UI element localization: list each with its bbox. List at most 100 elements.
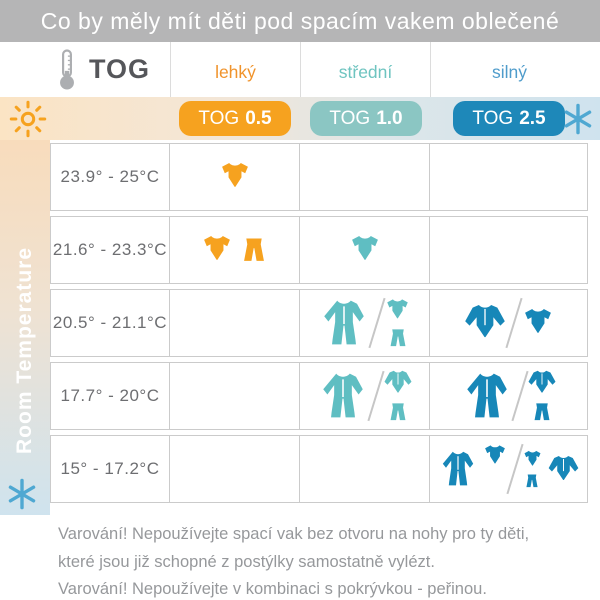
or-divider xyxy=(505,443,524,495)
outfit-option xyxy=(383,368,413,424)
longsleeve-icon xyxy=(384,370,411,393)
bodysuit-icon xyxy=(387,298,408,318)
longsleeve-icon xyxy=(464,304,505,338)
table-row: 21.6° - 23.3°C xyxy=(50,216,588,284)
table-cell-lehky xyxy=(169,435,300,503)
column-label: silný xyxy=(491,62,527,82)
outfit-option xyxy=(527,368,557,424)
page-title: Co by měly mít děti pod spacím vakem obl… xyxy=(40,7,560,34)
tog-badge-0-5: TOG 0.5 xyxy=(179,101,291,136)
table-cell-lehky xyxy=(169,216,300,284)
stacked-outfit xyxy=(527,368,557,424)
table-cell-silny xyxy=(429,216,588,284)
table-cell-lehky xyxy=(169,289,300,357)
table-cell-silny xyxy=(429,143,588,211)
table-cell-stredni xyxy=(299,216,430,284)
warnings-block: Varování! Nepoužívejte spací vak bez otv… xyxy=(58,521,583,600)
outfit-option xyxy=(384,297,411,350)
longsleeve-icon xyxy=(528,370,555,393)
outfit-option xyxy=(463,301,507,345)
table-cell-stredni xyxy=(299,289,430,357)
sun-icon xyxy=(9,100,47,138)
column-header-lehky: lehký xyxy=(170,42,300,97)
sleepsuit-icon xyxy=(322,373,363,418)
outfit-option xyxy=(348,233,382,267)
warning-text: Varování! Nepoužívejte spací vak bez otv… xyxy=(58,525,530,543)
snowflake-icon xyxy=(8,478,36,510)
or-divider xyxy=(366,370,385,422)
stacked-outfit xyxy=(522,449,543,490)
bodysuit-icon xyxy=(484,445,505,464)
temperature-range: 17.7° - 20°C xyxy=(50,362,170,430)
badge-prefix: TOG xyxy=(198,107,240,129)
table-cell-stredni xyxy=(299,143,430,211)
outfit-option xyxy=(200,233,270,267)
table-cell-silny xyxy=(429,362,588,430)
room-temperature-label: Room Temperature xyxy=(13,247,36,454)
table-row: 23.9° - 25°C xyxy=(50,143,588,211)
temperature-range: 23.9° - 25°C xyxy=(50,143,170,211)
stacked-outfit xyxy=(383,368,413,424)
or-divider xyxy=(510,370,529,422)
thermometer-icon xyxy=(60,48,74,89)
bodysuit-icon xyxy=(351,236,378,260)
temperature-range: 15° - 17.2°C xyxy=(50,435,170,503)
badge-value: 1.0 xyxy=(376,107,403,129)
room-temperature-axis: Room Temperature xyxy=(0,140,50,515)
outfit-option xyxy=(218,160,252,194)
outfit-option xyxy=(318,297,370,349)
pants-icon xyxy=(390,328,405,346)
outfit-option xyxy=(317,370,369,422)
sleepsuit-icon xyxy=(324,300,364,345)
column-label: střední xyxy=(338,62,393,82)
tog-header-cell: TOG xyxy=(50,42,170,97)
warning-text: Varování! Nepoužívejte v kombinaci s pok… xyxy=(58,580,487,598)
badge-value: 0.5 xyxy=(245,107,272,129)
clothing-table: 23.9° - 25°C 21.6° - 23.3°C 20.5° - 21.1°C… xyxy=(50,143,588,503)
table-row: 17.7° - 20°C xyxy=(50,362,588,430)
bodysuit-icon xyxy=(524,309,551,333)
bodysuit-icon xyxy=(524,450,540,466)
column-header-stredni: střední xyxy=(300,42,430,97)
outfit-option xyxy=(461,370,513,422)
tog-badge-2-5: TOG 2.5 xyxy=(453,101,565,136)
pants-icon xyxy=(243,238,264,261)
badge-prefix: TOG xyxy=(329,107,371,129)
badge-value: 2.5 xyxy=(519,107,546,129)
table-cell-silny xyxy=(429,435,588,503)
pants-icon xyxy=(390,403,405,421)
table-row: 15° - 17.2°C xyxy=(50,435,588,503)
tog-badge-1-0: TOG 1.0 xyxy=(310,101,422,136)
column-label: lehký xyxy=(215,62,256,82)
bodysuit-icon xyxy=(203,236,230,260)
table-cell-lehky xyxy=(169,362,300,430)
outfit-option xyxy=(438,445,508,489)
bodysuit-icon xyxy=(221,163,248,187)
column-header-silny: silný xyxy=(430,42,588,97)
table-cell-silny xyxy=(429,289,588,357)
sleepsuit-icon xyxy=(442,451,473,486)
temperature-range: 21.6° - 23.3°C xyxy=(50,216,170,284)
table-cell-stredni xyxy=(299,362,430,430)
warning-text: které jsou již schopné z postýlky samost… xyxy=(58,552,435,571)
snowflake-icon xyxy=(564,103,592,135)
or-divider xyxy=(504,297,523,349)
table-cell-lehky xyxy=(169,143,300,211)
stacked-outfit xyxy=(384,297,411,350)
pants-icon xyxy=(526,474,538,487)
table-row: 20.5° - 21.1°C xyxy=(50,289,588,357)
pants-icon xyxy=(534,403,549,421)
or-divider xyxy=(368,297,386,349)
outfit-option xyxy=(521,306,555,340)
badge-prefix: TOG xyxy=(472,107,514,129)
sleepsuit-icon xyxy=(466,373,507,418)
temperature-gradient-band: TOG 0.5 TOG 1.0 TOG 2.5 xyxy=(0,97,600,140)
table-cell-stredni xyxy=(299,435,430,503)
outfit-option xyxy=(522,449,580,490)
table-header-row: TOG lehký střední silný xyxy=(50,42,588,97)
temperature-range: 20.5° - 21.1°C xyxy=(50,289,170,357)
tog-label: TOG xyxy=(89,54,151,84)
title-bar: Co by měly mít děti pod spacím vakem obl… xyxy=(0,0,600,42)
longsleeve-icon xyxy=(548,455,578,480)
